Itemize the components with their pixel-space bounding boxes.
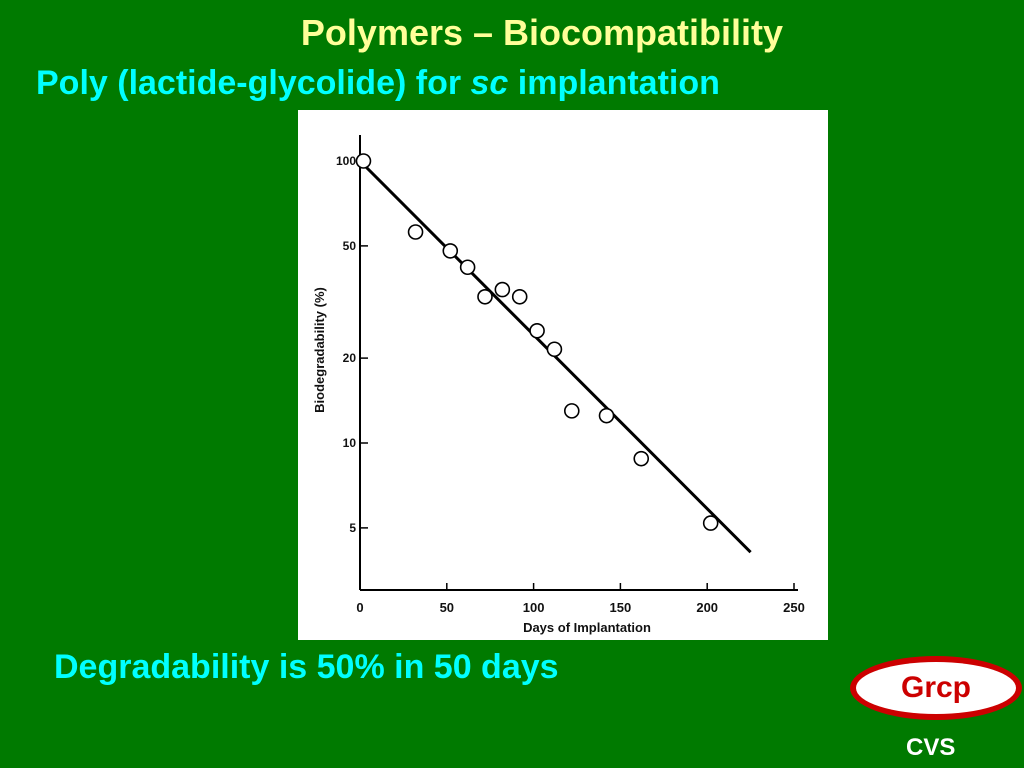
y-tick-label: 100 [336, 154, 356, 168]
subtitle-text-start: Poly (lactide-glycolide) for [36, 64, 471, 102]
x-tick-label: 250 [783, 600, 805, 615]
x-tick-label: 200 [696, 600, 718, 615]
footer-label: CVS [906, 734, 956, 761]
data-point [477, 288, 493, 305]
y-tick-label: 20 [343, 351, 357, 365]
data-point [494, 281, 511, 298]
y-tick-label: 50 [343, 239, 357, 253]
data-point [529, 322, 545, 339]
x-tick-label: 0 [356, 600, 363, 615]
data-point [459, 259, 476, 276]
data-point [702, 515, 719, 531]
data-point [511, 288, 528, 305]
subtitle-text-end: implantation [508, 64, 720, 102]
y-axis-title: Biodegradability (%) [312, 287, 327, 413]
data-point [563, 403, 580, 419]
y-tick-label: 10 [343, 436, 357, 450]
x-tick-label: 100 [523, 600, 545, 615]
data-point [598, 407, 615, 424]
y-tick-label: 5 [349, 521, 356, 535]
x-tick-label: 50 [440, 600, 454, 615]
slide-subtitle: Poly (lactide-glycolide) for sc implanta… [36, 64, 720, 103]
data-point [407, 224, 424, 240]
subtitle-italic-sc: sc [470, 64, 509, 102]
x-axis-title: Days of Implantation [523, 620, 651, 635]
grcp-logo-text: Grcp [856, 662, 1016, 714]
grcp-logo: Grcp [850, 656, 1022, 720]
data-point [546, 341, 563, 358]
data-point [442, 243, 459, 259]
data-point [633, 450, 650, 467]
chart-panel: 0 50 100 150 200 250 5 10 20 50 100 Days of Implant… [298, 110, 828, 640]
x-tick-label: 150 [610, 600, 632, 615]
degradation-chart: 0 50 100 150 200 250 5 10 20 50 100 Days of Implant… [312, 135, 805, 635]
slide-title: Polymers – Biocompatibility [300, 12, 784, 53]
data-point [355, 153, 372, 169]
degradability-note: Degradability is 50% in 50 days [54, 648, 559, 686]
